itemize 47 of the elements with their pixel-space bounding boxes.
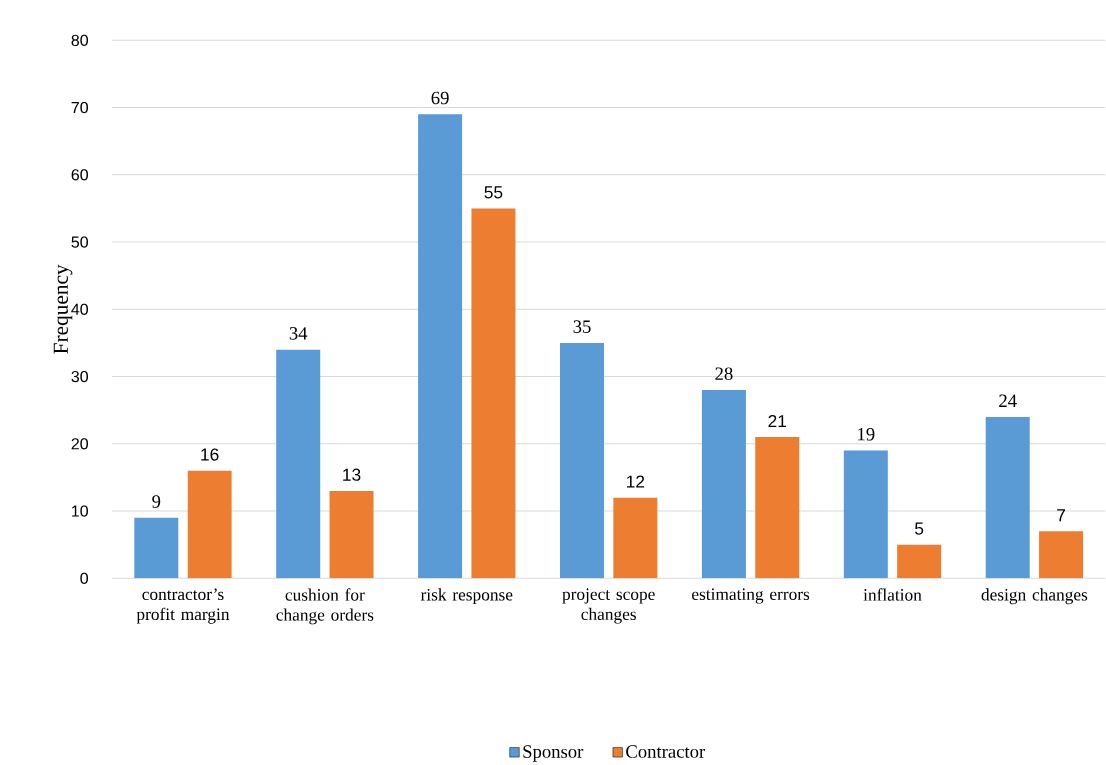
x-tick-label: contractor’s profit margin xyxy=(136,588,230,624)
data-label: 19 xyxy=(858,427,875,441)
x-tick-label: risk response xyxy=(420,588,513,605)
y-tick-label: 0 xyxy=(80,572,89,584)
data-label: 12 xyxy=(627,475,645,488)
bar xyxy=(843,450,888,579)
data-label: 16 xyxy=(201,448,219,461)
bar xyxy=(134,517,179,579)
bar xyxy=(701,390,746,579)
bar xyxy=(276,349,321,579)
y-tick-label: 10 xyxy=(72,505,89,517)
data-label: 35 xyxy=(573,320,591,333)
data-label: 24 xyxy=(999,394,1017,407)
bar xyxy=(471,208,516,579)
bar xyxy=(613,497,658,579)
data-label: 9 xyxy=(152,495,161,508)
bar xyxy=(560,342,605,579)
bar xyxy=(755,437,800,579)
bar xyxy=(187,470,232,579)
y-tick-label: 60 xyxy=(71,169,89,181)
y-tick-label: 50 xyxy=(71,236,89,248)
y-tick-label: 30 xyxy=(71,370,89,383)
data-label: 69 xyxy=(431,91,449,105)
y-axis-title: Frequency xyxy=(53,264,73,354)
data-label: 34 xyxy=(289,327,308,340)
x-tick-label: design changes xyxy=(981,588,1088,605)
bar xyxy=(897,544,942,579)
x-tick-label: cushion for change orders xyxy=(276,588,374,625)
data-label: 7 xyxy=(1057,509,1065,522)
data-label: 13 xyxy=(343,468,361,481)
y-tick-label: 80 xyxy=(71,34,89,46)
x-tick-label: estimating errors xyxy=(692,588,810,604)
y-tick-label: 70 xyxy=(71,101,89,114)
x-tick-label: inflation xyxy=(863,588,922,601)
legend-label: Sponsor xyxy=(523,745,584,762)
bar xyxy=(329,490,374,579)
legend-label: Contractor xyxy=(626,745,706,758)
data-label: 21 xyxy=(768,414,787,428)
y-tick-label: 20 xyxy=(71,438,89,450)
bar xyxy=(985,416,1030,579)
bar xyxy=(418,114,463,579)
data-label: 5 xyxy=(915,522,924,535)
data-label: 55 xyxy=(484,186,503,199)
x-tick-label: project scope changes xyxy=(562,588,655,624)
y-tick-label: 40 xyxy=(71,303,89,315)
data-label: 28 xyxy=(715,367,733,380)
bar xyxy=(1039,531,1084,579)
